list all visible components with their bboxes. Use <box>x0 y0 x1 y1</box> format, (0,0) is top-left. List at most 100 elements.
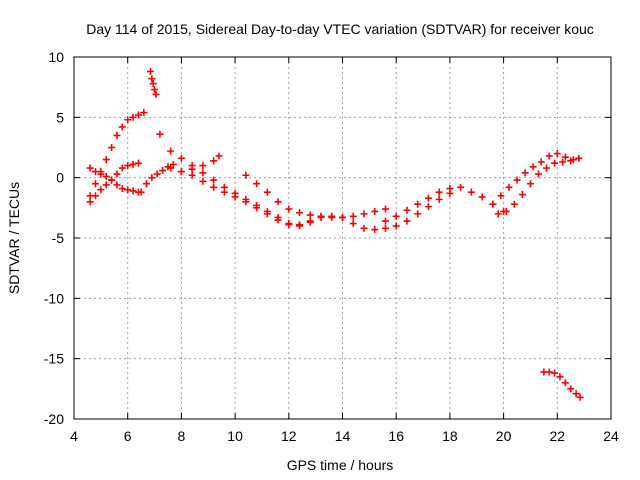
series-track-12 <box>489 150 577 208</box>
data-point <box>242 171 250 179</box>
data-point <box>576 393 584 401</box>
data-point <box>457 183 465 191</box>
data-point <box>118 123 126 131</box>
data-point <box>140 109 148 117</box>
data-point <box>502 207 510 215</box>
series-track-3 <box>86 159 142 206</box>
data-point <box>177 154 185 162</box>
data-point <box>118 185 126 193</box>
data-point <box>510 200 518 208</box>
x-tick-label: 16 <box>388 428 404 444</box>
data-point <box>91 192 99 200</box>
data-point <box>505 183 513 191</box>
data-point <box>220 188 228 196</box>
data-point <box>328 212 336 220</box>
y-tick-label: 10 <box>48 49 64 65</box>
data-point <box>129 160 137 168</box>
data-point <box>489 200 497 208</box>
data-point <box>551 369 559 377</box>
series-track-10 <box>306 189 454 234</box>
data-point <box>113 131 121 139</box>
data-point <box>124 116 132 124</box>
data-points <box>86 67 584 401</box>
data-point <box>199 177 207 185</box>
data-point <box>253 204 261 212</box>
data-point <box>553 150 561 158</box>
data-point <box>317 213 325 221</box>
data-point <box>349 220 357 228</box>
data-point <box>113 181 121 189</box>
data-point <box>242 198 250 206</box>
data-point <box>113 170 121 178</box>
data-point <box>285 221 293 229</box>
data-point <box>306 217 314 225</box>
data-point <box>559 158 567 166</box>
data-point <box>210 157 218 165</box>
data-point <box>478 193 486 201</box>
x-tick-label: 20 <box>496 428 512 444</box>
grid-layer <box>74 57 611 419</box>
data-point <box>467 188 475 196</box>
x-tick-label: 8 <box>178 428 186 444</box>
data-point <box>274 198 282 206</box>
data-point <box>561 379 569 387</box>
x-tick-label: 4 <box>70 428 78 444</box>
data-point <box>263 188 271 196</box>
data-point <box>535 170 543 178</box>
data-point <box>263 210 271 218</box>
data-point <box>513 176 521 184</box>
data-point <box>91 180 99 188</box>
data-point <box>137 188 145 196</box>
data-point <box>545 368 553 376</box>
data-point <box>199 169 207 177</box>
x-tick-label: 18 <box>442 428 458 444</box>
data-point <box>102 181 110 189</box>
y-tick-label: -15 <box>44 351 64 367</box>
data-point <box>129 187 137 195</box>
data-point <box>188 165 196 173</box>
data-point <box>567 385 575 393</box>
data-point <box>102 156 110 164</box>
data-point <box>148 174 156 182</box>
y-tick-label: 0 <box>56 170 64 186</box>
data-point <box>153 170 161 178</box>
data-point <box>381 205 389 213</box>
data-point <box>124 162 132 170</box>
data-point <box>210 183 218 191</box>
data-point <box>545 152 553 160</box>
data-point <box>381 224 389 232</box>
data-point <box>296 222 304 230</box>
data-point <box>177 168 185 176</box>
y-tick-label: -10 <box>44 290 64 306</box>
data-point <box>435 188 443 196</box>
data-point <box>381 217 389 225</box>
data-point <box>575 154 583 162</box>
data-point <box>529 163 537 171</box>
data-point <box>296 209 304 217</box>
data-point <box>424 203 432 211</box>
data-point <box>360 224 368 232</box>
series-track-5 <box>147 67 160 98</box>
series-track-7 <box>167 164 304 230</box>
x-tick-label: 14 <box>335 428 351 444</box>
data-point <box>360 210 368 218</box>
data-point <box>371 207 379 215</box>
data-point <box>521 169 529 177</box>
data-point <box>149 80 157 88</box>
data-point <box>285 205 293 213</box>
y-tick-label: -5 <box>52 230 65 246</box>
data-point <box>253 180 261 188</box>
x-tick-label: 24 <box>603 428 619 444</box>
data-point <box>169 160 177 168</box>
x-tick-label: 6 <box>124 428 132 444</box>
data-point <box>118 164 126 172</box>
data-point <box>97 186 105 194</box>
data-point <box>556 373 564 381</box>
data-point <box>156 130 164 138</box>
data-point <box>129 113 137 121</box>
tick-labels: 4 6 8 10 12 14 16 18 20 22 24 -20 -15 -10 -5 0 5 10 <box>44 49 619 444</box>
data-point <box>147 67 155 75</box>
data-point <box>567 157 575 165</box>
data-point <box>188 171 196 179</box>
data-point <box>167 147 175 155</box>
